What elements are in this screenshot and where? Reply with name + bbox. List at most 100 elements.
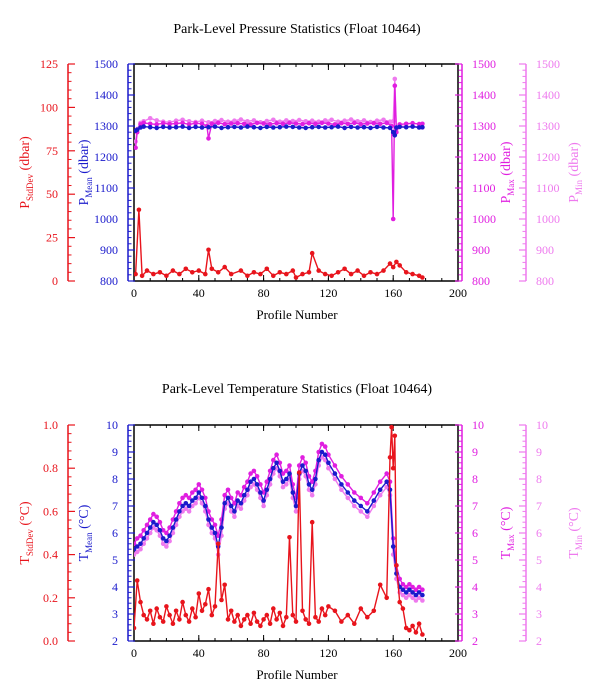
min-axis: 800 900 1000 1100 1200 1300 1400 1500 PMin (dbar… [519, 57, 584, 288]
max-data-point [186, 122, 192, 127]
y-tick-label: 7 [536, 499, 542, 513]
mean-data-point [238, 125, 244, 130]
y-tick-label: 0.4 [43, 548, 58, 562]
max-data-point [209, 121, 215, 127]
max-axis: 2 3 4 5 6 7 8 9 10 TMax (°C) [455, 418, 516, 648]
stddev-data-point [355, 268, 360, 273]
max-data-point [271, 457, 276, 463]
max-data-point [358, 495, 364, 501]
max-data-point [306, 120, 312, 126]
stddev-data-point [358, 606, 364, 611]
max-data-point [232, 501, 237, 506]
stddev-data-point [157, 614, 163, 620]
stddev-data-point [190, 270, 195, 275]
y-tick-label: 4 [536, 580, 542, 594]
mean-data-point [248, 479, 253, 485]
mean-data-point [322, 125, 328, 130]
stddev-data-point [232, 619, 237, 624]
max-data-point [403, 121, 409, 127]
mean-data-point [284, 476, 289, 482]
max-data-point [316, 449, 322, 455]
max-data-point [209, 517, 215, 522]
mean-data-point [358, 503, 364, 509]
stddev-data-point [287, 535, 292, 540]
stddev-data-point [144, 268, 150, 273]
min-data-point [154, 118, 159, 123]
stddev-data-point [186, 619, 192, 624]
min-data-point [284, 482, 289, 487]
max-axis: 800 900 1000 1100 1200 1300 1400 1500 PMax (dbar… [455, 57, 516, 288]
max-data-point [319, 441, 325, 447]
stddev-data-point [206, 247, 211, 253]
max-data-point [154, 514, 159, 520]
stddev-data-point [228, 608, 234, 614]
max-data-point [287, 120, 292, 126]
mean-data-point [180, 124, 185, 129]
max-data-point [416, 584, 422, 590]
min-data-point [284, 118, 289, 123]
stddev-data-point [136, 207, 142, 213]
mean-data-point [403, 590, 409, 595]
y-tick-label: 3 [536, 607, 542, 621]
y-tick-label: 10 [106, 418, 118, 432]
stddev-data-point [199, 608, 205, 614]
y-tick-label: 1500 [472, 57, 496, 71]
stddev-data-point [203, 271, 208, 277]
max-data-point [267, 468, 273, 474]
mean-data-point [392, 133, 398, 138]
mean-data-point [154, 522, 159, 528]
max-data-point [222, 121, 227, 127]
stddev-data-point [180, 599, 185, 605]
mean-data-point [196, 490, 202, 495]
max-data-point [274, 120, 279, 126]
max-data-point [277, 460, 283, 466]
stddev-data-point [296, 470, 302, 475]
mean-data-point [186, 503, 192, 509]
stddev-series [134, 207, 425, 280]
max-data-point [326, 452, 331, 458]
stddev-data-point [309, 250, 315, 256]
mean-data-point [274, 460, 279, 466]
min-data-point [339, 487, 344, 493]
stddev-data-point [309, 519, 315, 525]
y-tick-label: 8 [472, 472, 478, 486]
min-data-point [238, 506, 244, 512]
min-series [134, 455, 425, 603]
x-tick-label: 80 [258, 646, 270, 660]
max-data-point [183, 492, 189, 498]
max-data-point [303, 460, 309, 466]
y-tick-label: 0 [52, 274, 58, 288]
mean-data-point [241, 492, 247, 498]
max-data-point [241, 484, 247, 490]
max-data-point [167, 525, 172, 530]
min-data-point [392, 76, 398, 82]
stddev-data-point [261, 617, 266, 622]
stddev-data-point [342, 266, 347, 272]
mean-data-point [290, 124, 296, 130]
stddev-data-point [403, 625, 409, 631]
stddev-data-point [222, 582, 227, 588]
max-data-point [352, 490, 357, 495]
mean-data-point [397, 124, 403, 130]
mean-series [134, 124, 425, 138]
max-data-point [384, 120, 390, 126]
y-tick-label: 6 [112, 526, 118, 540]
stddev-data-point [271, 273, 276, 279]
max-data-point [248, 471, 253, 476]
stddev-data-point [225, 617, 231, 622]
mean-data-point [277, 468, 283, 474]
mean-data-point [245, 124, 250, 129]
min-data-point [342, 118, 347, 123]
mean-data-point [219, 125, 224, 131]
min-series [134, 76, 425, 144]
max-data-point [264, 479, 270, 485]
y-tick-label: 1500 [536, 57, 560, 71]
max-axis-label: PMax (dbar) [499, 141, 516, 203]
stddev-data-point [361, 273, 367, 279]
mean-data-point [193, 124, 198, 130]
mean-data-point [141, 536, 146, 541]
y-tick-label: 1400 [94, 88, 118, 102]
y-tick-label: 1100 [472, 181, 496, 195]
max-data-point [309, 479, 315, 485]
stddev-data-point [241, 617, 247, 622]
